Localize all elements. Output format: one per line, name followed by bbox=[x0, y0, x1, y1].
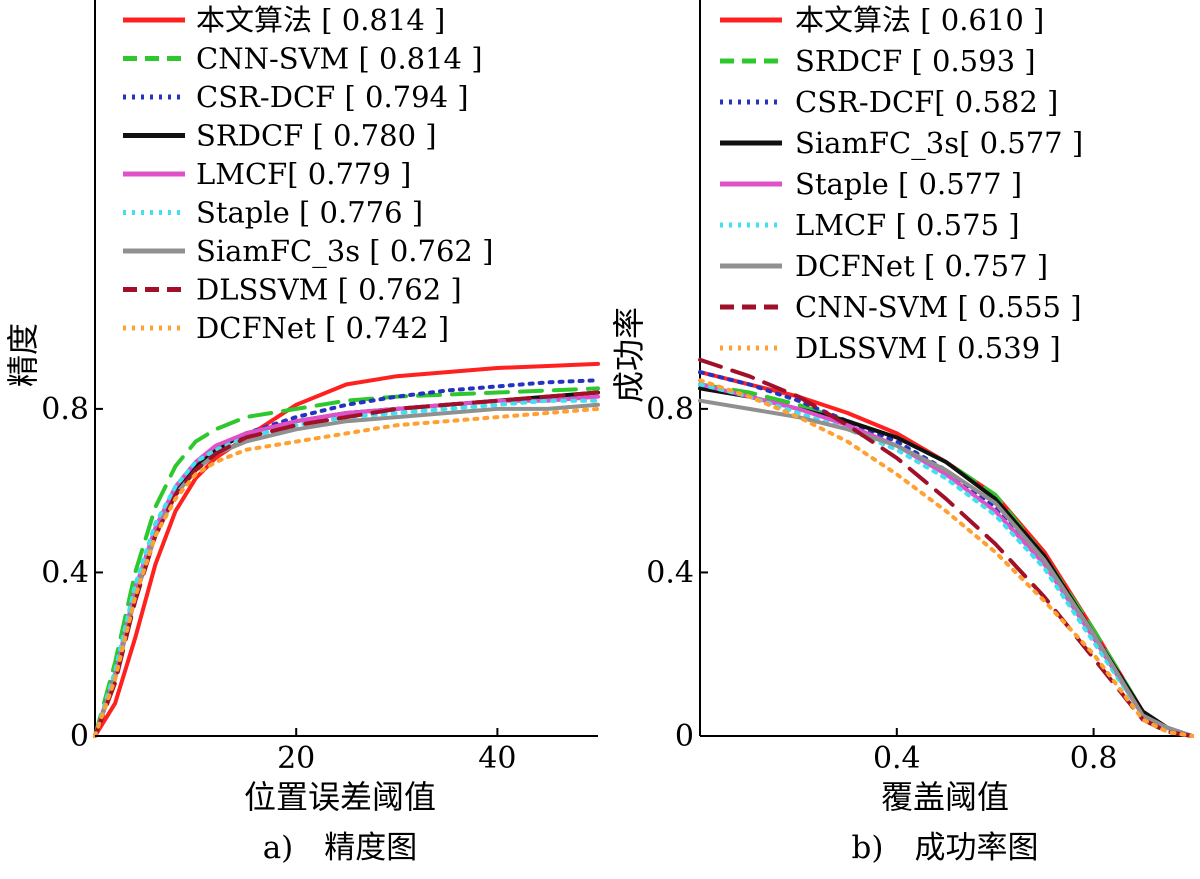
series-line-4 bbox=[698, 386, 1194, 738]
legend-label-5: Staple [ 0.577 ] bbox=[795, 167, 1022, 201]
precision-x-label: 位置误差阈值 bbox=[244, 778, 436, 816]
success-ticks: 0.4 0.8 0 0.4 0.8 bbox=[646, 392, 1117, 776]
legend-label-2: CNN-SVM [ 0.814 ] bbox=[196, 42, 483, 76]
series-line-2 bbox=[698, 382, 1194, 738]
success-x-label: 覆盖阈值 bbox=[881, 778, 1009, 816]
series-line-6 bbox=[698, 382, 1194, 738]
precision-caption: a) 精度图 bbox=[263, 830, 418, 866]
legend-label-2: SRDCF [ 0.593 ] bbox=[795, 44, 1036, 78]
precision-curves bbox=[93, 361, 600, 738]
series-line-7 bbox=[93, 402, 600, 738]
y-tick-label: 0.4 bbox=[646, 555, 694, 590]
legend-label-7: SiamFC_3s [ 0.762 ] bbox=[196, 234, 493, 269]
legend-label-6: LMCF [ 0.575 ] bbox=[795, 208, 1020, 242]
success-curves bbox=[698, 357, 1194, 738]
legend-label-1: 本文算法 [ 0.610 ] bbox=[795, 3, 1044, 37]
y-tick-label: 0.8 bbox=[41, 392, 89, 427]
series-line-7 bbox=[698, 398, 1194, 738]
x-tick-label: 40 bbox=[478, 741, 516, 776]
y-tick-label: 0.8 bbox=[646, 392, 694, 427]
x-tick-label: 0.8 bbox=[1070, 741, 1118, 776]
series-line-4 bbox=[93, 390, 600, 738]
legend-label-3: CSR-DCF[ 0.582 ] bbox=[795, 85, 1058, 119]
legend-label-8: CNN-SVM [ 0.555 ] bbox=[795, 290, 1082, 324]
legend-label-4: SRDCF [ 0.780 ] bbox=[196, 119, 437, 153]
success-chart-panel: 0.4 0.8 0 0.4 0.8 本文算法 [ 0.610 ] SRDCF [ 0.59… bbox=[610, 0, 1194, 866]
y-tick-label: 0 bbox=[675, 719, 694, 754]
y-tick-label: 0 bbox=[70, 719, 89, 754]
success-y-label: 成功率 bbox=[610, 307, 648, 403]
legend-label-6: Staple [ 0.776 ] bbox=[196, 196, 423, 230]
legend-label-9: DCFNet [ 0.742 ] bbox=[196, 311, 449, 345]
series-line-9 bbox=[93, 406, 600, 738]
x-tick-label: 0.4 bbox=[873, 741, 921, 776]
legend-label-4: SiamFC_3s[ 0.577 ] bbox=[795, 126, 1083, 161]
legend-label-8: DLSSVM [ 0.762 ] bbox=[196, 273, 462, 307]
y-tick-label: 0.4 bbox=[41, 555, 89, 590]
legend-label-1: 本文算法 [ 0.814 ] bbox=[196, 3, 445, 37]
series-line-5 bbox=[93, 394, 600, 738]
precision-ticks: 20 40 0 0.4 0.8 bbox=[41, 392, 516, 776]
x-tick-label: 20 bbox=[277, 741, 315, 776]
success-legend: 本文算法 [ 0.610 ] SRDCF [ 0.593 ] CSR-DCF[ 0.… bbox=[720, 3, 1083, 365]
series-line-9 bbox=[698, 378, 1194, 738]
legend-label-3: CSR-DCF [ 0.794 ] bbox=[196, 80, 469, 114]
precision-y-label: 精度 bbox=[4, 323, 42, 387]
success-caption: b) 成功率图 bbox=[852, 830, 1039, 866]
series-line-8 bbox=[93, 390, 600, 738]
legend-label-5: LMCF[ 0.779 ] bbox=[196, 157, 411, 191]
precision-chart-panel: 20 40 0 0.4 0.8 本文算法 [ 0.814 ] CNN-SVM [ 0.81… bbox=[4, 0, 600, 866]
legend-label-9: DLSSVM [ 0.539 ] bbox=[795, 331, 1061, 365]
series-line-5 bbox=[698, 382, 1194, 738]
series-line-2 bbox=[93, 386, 600, 738]
legend-label-7: DCFNet [ 0.757 ] bbox=[795, 249, 1048, 283]
precision-legend: 本文算法 [ 0.814 ] CNN-SVM [ 0.814 ] CSR-DCF [… bbox=[123, 3, 493, 345]
series-line-6 bbox=[93, 398, 600, 738]
